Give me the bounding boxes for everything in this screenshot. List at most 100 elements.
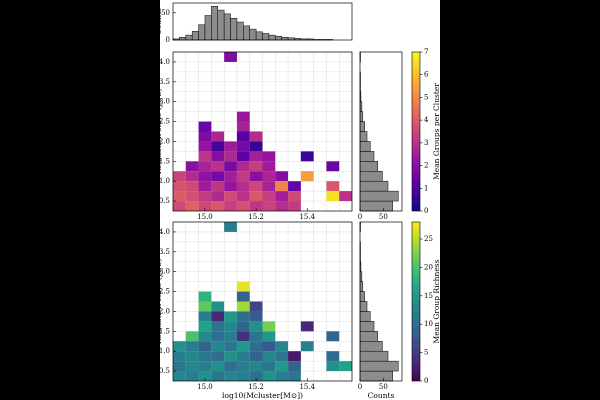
bar: [211, 6, 219, 41]
heatmap-cell: [185, 171, 199, 182]
heatmap-cell: [275, 171, 289, 182]
heatmap-cell: [185, 371, 199, 381]
heatmap-cell: [326, 331, 340, 342]
heatmap-cell: [236, 291, 250, 302]
y-tick-label: 3.5: [159, 248, 170, 256]
heatmap-cell: [211, 201, 225, 211]
colorbar-tick-label: 25: [424, 235, 433, 243]
heatmap-cell: [224, 222, 237, 232]
y-tick-label: 3.5: [159, 78, 170, 86]
colorbar: [411, 51, 421, 212]
heatmap-cell: [185, 181, 199, 192]
heatmap-cell: [249, 131, 263, 142]
heatmap-cell: [224, 52, 237, 62]
heatmap-cell: [249, 171, 263, 182]
heatmap-cell: [249, 341, 263, 352]
heatmap-cell: [198, 371, 212, 381]
bar: [249, 28, 257, 41]
heatmap-cell: [198, 301, 212, 312]
heatmap-cell: [249, 141, 263, 152]
heatmap-cell: [211, 161, 225, 172]
heatmap-cell: [262, 361, 276, 372]
heatmap-cell: [275, 351, 289, 362]
heatmap-cell: [198, 321, 212, 332]
bar: [179, 37, 187, 41]
colorbar-tick-label: 20: [424, 263, 433, 271]
x-tick-label: 15.0: [197, 383, 213, 391]
heatmap-cell: [211, 321, 225, 332]
heatmap-cell: [236, 321, 250, 332]
heatmap-cell: [224, 151, 237, 162]
heatmap-cell: [249, 371, 263, 381]
x-tick-label: 50: [379, 213, 388, 221]
heatmap-cell: [249, 321, 263, 332]
heatmap-cell: [262, 181, 276, 192]
y-tick-label: 1.5: [159, 327, 170, 335]
bar: [359, 321, 375, 332]
heatmap-cell: [262, 161, 276, 172]
bar: [230, 17, 238, 41]
heatmap-cell: [262, 371, 276, 381]
bar: [268, 34, 276, 41]
heatmap-cell: [224, 371, 237, 381]
y-axis-label: Relaxation state (χDS): [154, 259, 163, 345]
axes-frame: [359, 51, 403, 212]
heatmap-cell: [249, 201, 263, 211]
bar: [217, 9, 225, 41]
bar: [359, 161, 378, 172]
colorbar-tick-label: 5: [424, 93, 428, 101]
x-tick-label: 15.2: [248, 213, 264, 221]
heatmap-cell: [224, 361, 237, 372]
heatmap-cell: [185, 341, 199, 352]
colorbar-tick-label: 0: [424, 207, 428, 215]
heatmap-cell: [236, 281, 250, 292]
x-tick-label: 15.4: [299, 383, 315, 391]
y-tick-label: 1.0: [159, 177, 170, 185]
bar: [359, 341, 383, 352]
heatmap-cell: [288, 191, 301, 202]
heatmap-cell: [300, 321, 314, 332]
y-tick-label: 1.0: [159, 347, 170, 355]
bar: [359, 370, 393, 382]
heatmap-cell: [173, 341, 186, 352]
heatmap-cell: [275, 191, 289, 202]
heatmap-cell: [198, 331, 212, 342]
heatmap-cell: [211, 371, 225, 381]
heatmap-cell: [262, 351, 276, 362]
heatmap-cell: [173, 201, 186, 211]
heatmap-cell: [249, 181, 263, 192]
heatmap-cell: [236, 121, 250, 132]
axes-frame: [172, 221, 353, 382]
heatmap-cell: [224, 351, 237, 362]
axes-frame: [172, 51, 353, 212]
heatmap-cell: [211, 131, 225, 142]
heatmap-cell: [236, 181, 250, 192]
axes-frame: [359, 221, 403, 382]
heatmap-cell: [262, 321, 276, 332]
heatmap-cell: [185, 161, 199, 172]
heatmap-cell: [198, 201, 212, 211]
heatmap-cell: [236, 131, 250, 142]
heatmap-cell: [198, 341, 212, 352]
heatmap-cell: [173, 181, 186, 192]
heatmap-cell: [224, 331, 237, 342]
axes-frame: [172, 2, 353, 41]
heatmap-cell: [236, 141, 250, 152]
heatmap-cell: [249, 191, 263, 202]
heatmap-cell: [173, 351, 186, 362]
heatmap-cell: [198, 351, 212, 362]
heatmap-cell: [236, 111, 250, 122]
x-tick-label: 15.4: [299, 213, 315, 221]
heatmap-cell: [236, 341, 250, 352]
x-tick-label: 0: [358, 383, 362, 391]
bar: [223, 13, 231, 41]
heatmap-cell: [211, 361, 225, 372]
x-axis-label: log10(Mcluster[M⊙]): [222, 391, 303, 400]
heatmap-cell: [275, 371, 289, 381]
y-tick-label: 4.0: [159, 58, 170, 66]
x-tick-label: 15.0: [197, 213, 213, 221]
heatmap-cell: [173, 171, 186, 182]
heatmap-cell: [236, 331, 250, 342]
heatmap-cell: [198, 141, 212, 152]
y-tick-label: 2.0: [159, 307, 170, 315]
